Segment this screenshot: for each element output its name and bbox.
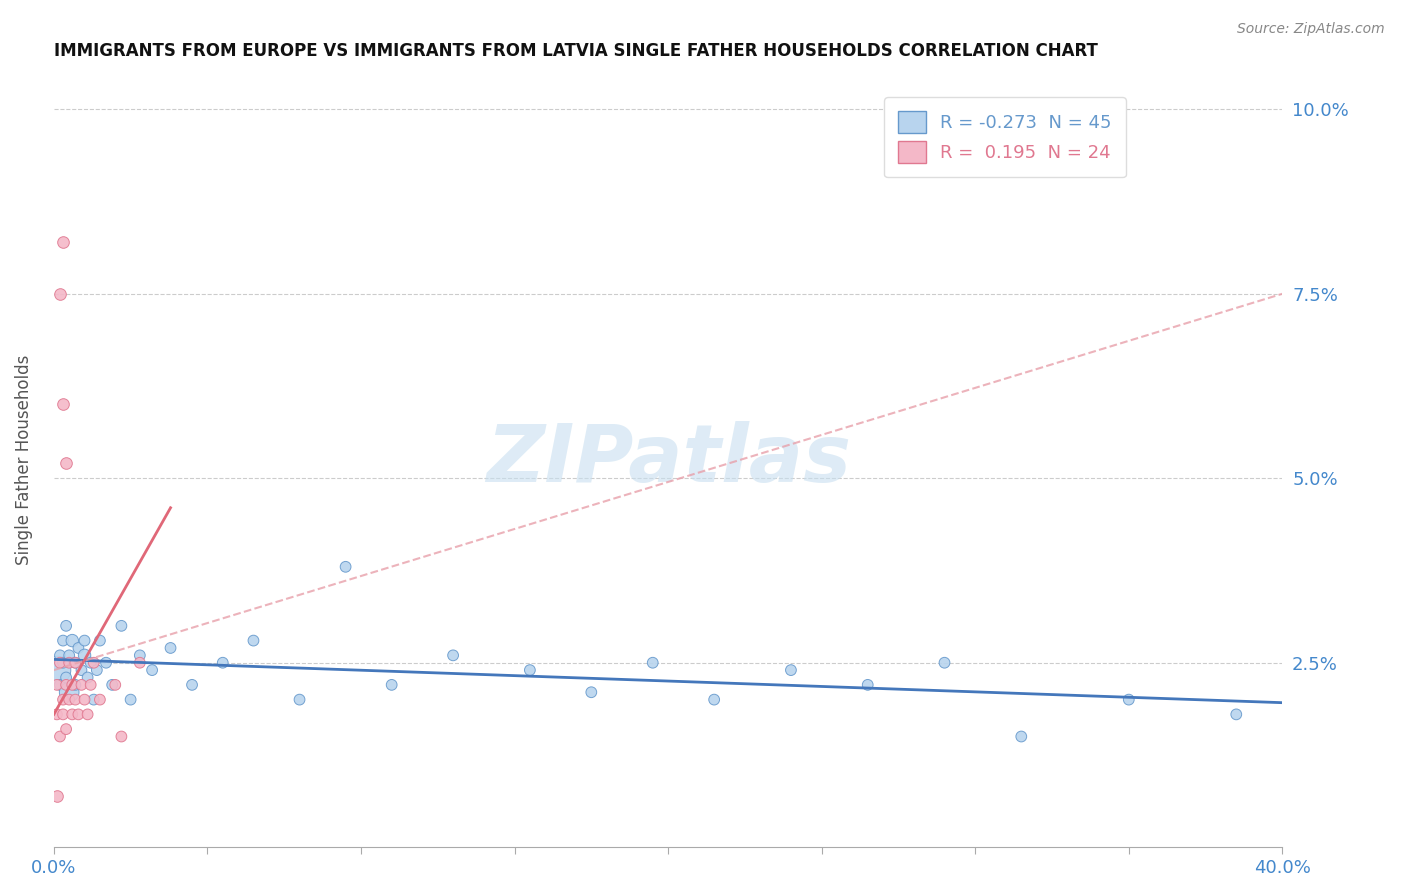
Point (58, 692, 80, 706)
Point (1010, 730, 1032, 744)
Point (141, 663, 163, 677)
Point (581, 685, 603, 699)
Point (60, 678, 83, 692)
Point (128, 648, 150, 663)
Point (45, 789, 67, 803)
Point (65, 656, 87, 670)
Point (52, 656, 75, 670)
Point (159, 640, 181, 655)
Point (58, 656, 80, 670)
Point (83, 692, 105, 706)
Point (242, 633, 264, 648)
Point (49, 678, 72, 692)
Point (65, 678, 87, 692)
Point (76, 671, 98, 685)
Point (335, 559, 357, 574)
Legend: R = -0.273  N = 45, R =  0.195  N = 24: R = -0.273 N = 45, R = 0.195 N = 24 (884, 97, 1126, 178)
Point (89, 633, 111, 648)
Point (381, 678, 404, 692)
Text: Source: ZipAtlas.com: Source: ZipAtlas.com (1237, 22, 1385, 37)
Point (65, 656, 87, 670)
Text: IMMIGRANTS FROM EUROPE VS IMMIGRANTS FROM LATVIA SINGLE FATHER HOUSEHOLDS CORREL: IMMIGRANTS FROM EUROPE VS IMMIGRANTS FRO… (53, 42, 1098, 60)
Point (49, 730, 72, 744)
Point (89, 692, 111, 706)
Point (1118, 692, 1140, 706)
Point (52, 397, 75, 411)
Point (80, 678, 103, 692)
Point (45, 678, 67, 692)
Point (1225, 707, 1247, 722)
Point (45, 707, 67, 722)
Point (80, 656, 103, 670)
Point (65, 692, 87, 706)
Point (128, 656, 150, 670)
Point (110, 619, 132, 633)
Point (934, 656, 956, 670)
Point (120, 692, 142, 706)
Point (52, 707, 75, 722)
Text: ZIPatlas: ZIPatlas (485, 421, 851, 499)
Point (45, 663, 67, 677)
Point (52, 633, 75, 648)
Point (181, 678, 204, 692)
Point (52, 692, 75, 706)
Point (110, 730, 132, 744)
Point (55, 457, 77, 471)
Point (101, 678, 124, 692)
Point (856, 678, 879, 692)
Point (73, 633, 96, 648)
Point (58, 648, 80, 663)
Point (83, 656, 105, 670)
Point (52, 235, 75, 249)
Point (67, 707, 90, 722)
Point (55, 671, 77, 685)
Point (441, 648, 464, 663)
Y-axis label: Single Father Households: Single Father Households (15, 355, 32, 565)
Point (58, 685, 80, 699)
Point (55, 722, 77, 736)
Point (76, 707, 98, 722)
Point (73, 692, 96, 706)
Point (73, 648, 96, 663)
Point (288, 692, 311, 706)
Point (104, 678, 127, 692)
Point (49, 286, 72, 301)
Point (70, 663, 93, 677)
Point (780, 663, 803, 677)
Point (67, 640, 90, 655)
Point (94, 656, 117, 670)
Point (86, 663, 108, 677)
Point (49, 656, 72, 670)
Point (55, 678, 77, 692)
Point (703, 692, 725, 706)
Point (70, 678, 93, 692)
Point (49, 648, 72, 663)
Point (519, 663, 541, 677)
Point (211, 656, 233, 670)
Point (60, 633, 83, 648)
Point (55, 619, 77, 633)
Point (60, 707, 83, 722)
Point (641, 656, 664, 670)
